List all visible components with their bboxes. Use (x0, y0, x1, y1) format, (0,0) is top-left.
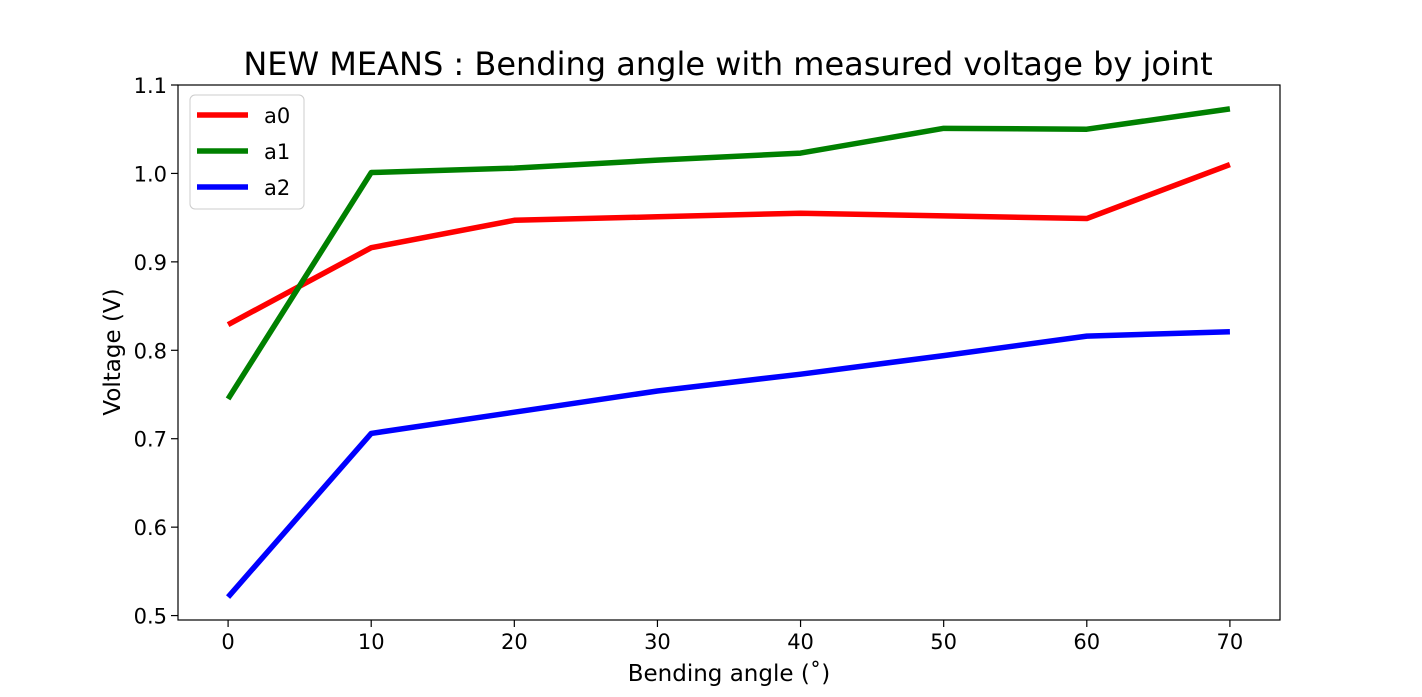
legend-label-a1: a1 (264, 140, 290, 164)
legend-label-a2: a2 (264, 176, 290, 200)
y-tick-label: 0.5 (134, 605, 167, 629)
chart-title: NEW MEANS : Bending angle with measured … (243, 45, 1212, 83)
y-tick-label: 0.6 (134, 516, 167, 540)
x-tick-label: 0 (221, 630, 234, 654)
legend-label-a0: a0 (264, 104, 290, 128)
y-tick-label: 0.7 (134, 428, 167, 452)
y-axis: 0.5 0.6 0.7 0.8 0.9 1.0 1.1 (134, 74, 178, 629)
y-tick-label: 0.8 (134, 339, 167, 363)
series-line-a2 (226, 328, 1230, 599)
y-tick-label: 0.9 (134, 251, 167, 275)
x-tick-label: 70 (1217, 630, 1244, 654)
x-tick-label: 10 (358, 630, 385, 654)
x-tick-label: 30 (644, 630, 671, 654)
series-line-a0 (226, 162, 1231, 328)
y-tick-label: 1.1 (134, 74, 167, 98)
x-tick-label: 60 (1073, 630, 1100, 654)
x-tick-label: 20 (501, 630, 528, 654)
plot-area (178, 85, 1280, 620)
plot-frame (177, 84, 1281, 621)
y-axis-label: Voltage (V) (100, 288, 126, 415)
x-tick-label: 40 (787, 630, 814, 654)
y-tick-label: 1.0 (134, 162, 167, 186)
series-layer (225, 106, 1231, 599)
x-axis-label: Bending angle (˚) (628, 660, 831, 687)
legend: a0 a1 a2 (189, 94, 305, 210)
x-axis: 0 10 20 30 40 50 60 70 (221, 620, 1243, 654)
series-line-a1 (225, 106, 1231, 401)
x-tick-label: 50 (930, 630, 957, 654)
